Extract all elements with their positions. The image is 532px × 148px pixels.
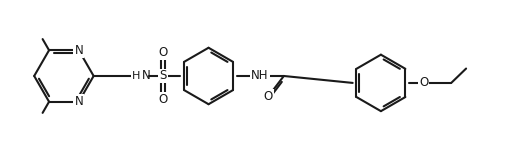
Text: O: O [263, 90, 272, 103]
Text: O: O [159, 46, 168, 59]
Text: O: O [159, 93, 168, 106]
Text: S: S [159, 69, 167, 82]
Text: NH: NH [251, 69, 269, 82]
Text: N: N [74, 44, 83, 57]
Text: N: N [142, 69, 151, 82]
Text: H: H [132, 71, 140, 81]
Text: N: N [74, 95, 83, 108]
Text: O: O [419, 76, 428, 89]
